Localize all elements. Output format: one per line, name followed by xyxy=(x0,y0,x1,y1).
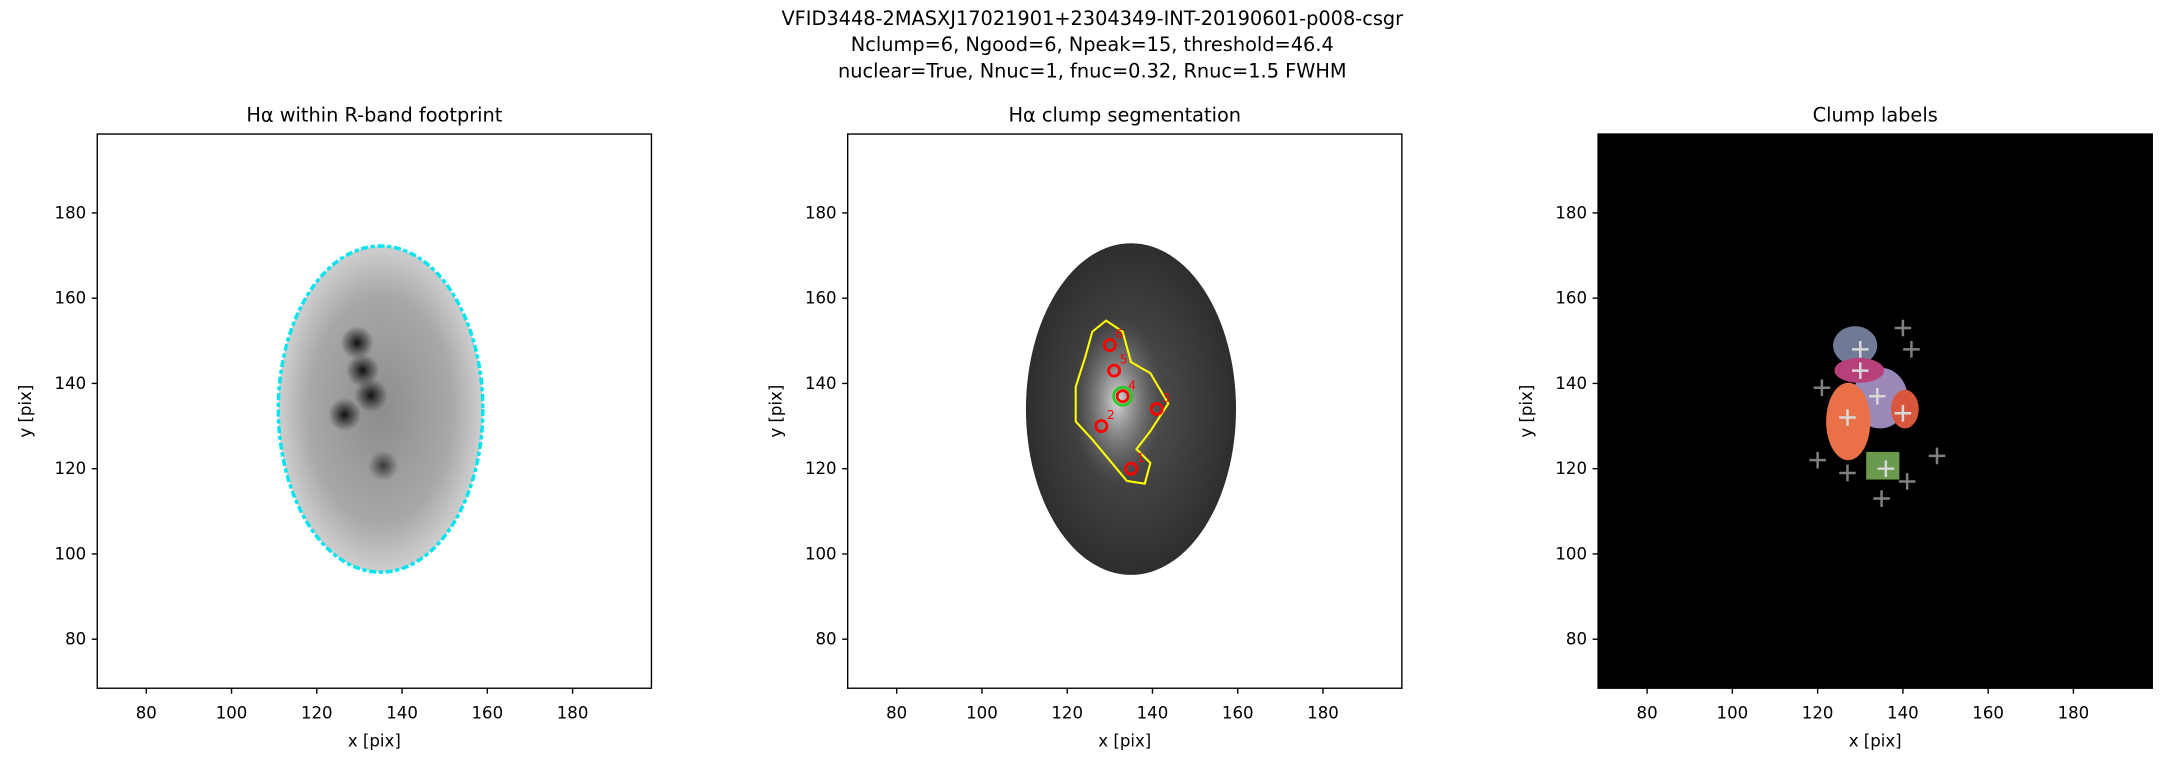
clump-label: 1 xyxy=(1137,450,1145,465)
y-tick-label: 80 xyxy=(816,630,837,649)
x-tick-label: 80 xyxy=(1637,704,1658,723)
y-tick-label: 80 xyxy=(1566,630,1587,649)
y-tick-label: 180 xyxy=(1555,203,1587,222)
clump-marker xyxy=(1112,385,1134,407)
y-tick-label: 180 xyxy=(55,203,87,222)
peak-marker xyxy=(1813,379,1831,396)
y-axis-label: y [pix] xyxy=(1517,385,1536,438)
y-tick-label: 80 xyxy=(65,630,86,649)
y-tick-label: 160 xyxy=(1555,289,1587,308)
x-tick-label: 100 xyxy=(1717,704,1749,723)
clump-label: 2 xyxy=(1107,407,1115,422)
peak-marker xyxy=(1851,362,1869,379)
image-layer xyxy=(276,243,1237,575)
x-axis-label: x [pix] xyxy=(348,731,401,750)
peak-marker xyxy=(1839,409,1856,426)
clump-label: 4 xyxy=(1128,377,1136,392)
peak-marker xyxy=(1928,447,1946,465)
peak-marker xyxy=(1869,387,1886,405)
x-tick-label: 180 xyxy=(2058,704,2090,723)
y-tick-label: 160 xyxy=(55,289,87,308)
peak-marker xyxy=(1851,341,1869,358)
x-tick-label: 160 xyxy=(1222,704,1254,723)
y-tick-label: 100 xyxy=(55,544,87,563)
peak-marker xyxy=(1839,464,1856,482)
x-tick-label: 140 xyxy=(386,704,418,723)
x-tick-label: 120 xyxy=(301,704,333,723)
x-tick-label: 180 xyxy=(1307,704,1339,723)
clump-label: 3 xyxy=(1162,390,1170,405)
y-tick-label: 160 xyxy=(805,289,837,308)
x-axis-label: x [pix] xyxy=(1098,731,1151,750)
x-tick-label: 80 xyxy=(886,704,907,723)
y-tick-label: 120 xyxy=(1555,459,1587,478)
x-tick-label: 160 xyxy=(1972,704,2004,723)
x-tick-label: 100 xyxy=(216,704,248,723)
peak-marker xyxy=(1894,319,1912,337)
clump-marker xyxy=(1102,338,1117,352)
x-tick-label: 120 xyxy=(1802,704,1834,723)
clump-marker xyxy=(1094,419,1109,433)
axes-frame xyxy=(96,133,653,689)
peak-marker xyxy=(1877,460,1895,477)
panel-title: Hα within R-band footprint xyxy=(246,104,502,127)
y-tick-label: 120 xyxy=(55,459,87,478)
y-axis-label: y [pix] xyxy=(766,385,785,438)
peak-marker xyxy=(1894,404,1912,422)
suptitle: nuclear=True, Nnuc=1, fnuc=0.32, Rnuc=1.… xyxy=(838,59,1347,82)
x-tick-label: 80 xyxy=(136,704,157,723)
axes-frame xyxy=(846,133,1403,689)
clump-marker xyxy=(1115,389,1130,404)
clump-marker xyxy=(1149,402,1164,416)
y-tick-label: 100 xyxy=(1555,544,1587,563)
x-tick-label: 140 xyxy=(1887,704,1919,723)
y-tick-label: 140 xyxy=(805,374,837,393)
clump-label: 5 xyxy=(1120,352,1128,367)
y-tick-label: 180 xyxy=(805,203,837,222)
suptitle: Nclump=6, Ngood=6, Npeak=15, threshold=4… xyxy=(851,33,1334,56)
peak-marker xyxy=(1903,341,1920,358)
panel-title: Clump labels xyxy=(1813,104,1938,127)
x-axis-label: x [pix] xyxy=(1849,731,1902,750)
y-tick-label: 100 xyxy=(805,544,837,563)
suptitle: VFID3448-2MASXJ17021901+2304349-INT-2019… xyxy=(781,7,1403,30)
peak-marker xyxy=(1873,490,1890,507)
clump-marker xyxy=(1107,363,1122,378)
y-tick-label: 140 xyxy=(55,374,87,393)
x-tick-label: 160 xyxy=(471,704,503,723)
x-tick-label: 140 xyxy=(1137,704,1169,723)
clump-label: 6 xyxy=(1115,326,1123,341)
y-tick-label: 120 xyxy=(805,459,837,478)
axes-frame xyxy=(1597,133,2153,689)
y-tick-label: 140 xyxy=(1555,374,1587,393)
peak-marker xyxy=(1809,451,1826,469)
x-tick-label: 120 xyxy=(1051,704,1083,723)
x-tick-label: 100 xyxy=(966,704,998,723)
x-tick-label: 180 xyxy=(557,704,589,723)
peak-marker xyxy=(1898,473,1916,490)
clump-marker xyxy=(1124,461,1139,476)
y-axis-label: y [pix] xyxy=(16,385,35,438)
panel-title: Hα clump segmentation xyxy=(1008,104,1241,127)
